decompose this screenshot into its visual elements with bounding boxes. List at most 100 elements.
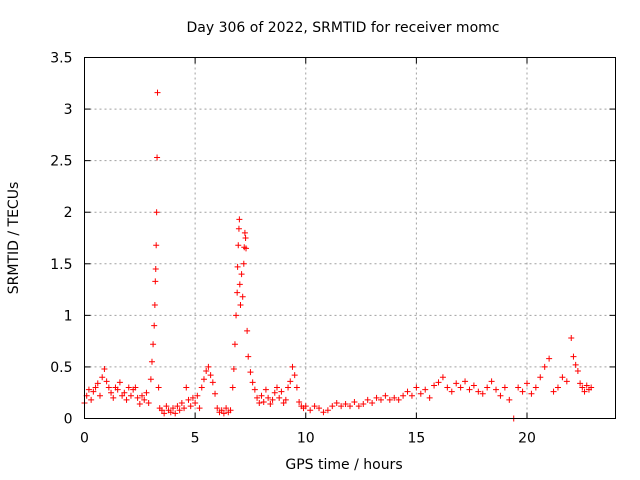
data-point (105, 384, 112, 391)
data-point (579, 384, 586, 391)
data-point (229, 384, 236, 391)
data-point (431, 382, 438, 389)
data-point (170, 405, 176, 412)
data-point (158, 407, 165, 414)
y-axis-label: SRMTID / TECUs (6, 182, 22, 295)
data-point (287, 378, 294, 385)
x-tick-label: 15 (407, 431, 425, 447)
data-point (223, 405, 230, 412)
data-point (152, 278, 159, 285)
data-point (148, 358, 155, 365)
data-point (151, 302, 158, 309)
data-point (236, 216, 243, 223)
data-point (506, 396, 513, 403)
data-point (364, 396, 371, 403)
data-point (154, 89, 161, 96)
data-point (577, 380, 584, 387)
data-point (119, 392, 126, 399)
data-point (588, 384, 595, 391)
data-point (242, 235, 249, 241)
data-point (267, 401, 274, 408)
data-point (205, 363, 212, 370)
data-point (155, 384, 162, 391)
data-point (147, 376, 154, 383)
data-point (167, 409, 174, 416)
data-point (311, 403, 318, 410)
data-point (183, 384, 190, 391)
data-point (408, 392, 415, 399)
data-point (293, 384, 300, 391)
data-point (386, 396, 393, 403)
data-point (532, 384, 539, 391)
data-point (519, 388, 526, 395)
data-point (570, 353, 577, 360)
data-point (258, 392, 265, 399)
data-point (453, 380, 460, 387)
x-tick-label: 0 (80, 431, 89, 447)
data-point (172, 410, 179, 417)
data-point (273, 384, 280, 391)
data-point (90, 388, 97, 395)
data-point (239, 293, 246, 300)
data-point (108, 389, 115, 396)
data-point (136, 401, 143, 408)
data-point (541, 363, 548, 370)
data-point (123, 396, 130, 403)
data-point (276, 394, 283, 401)
x-tick-label: 5 (191, 431, 200, 447)
data-point (249, 379, 256, 386)
data-point (196, 405, 203, 412)
data-point (214, 405, 221, 412)
data-point (470, 382, 477, 389)
data-point (85, 386, 92, 393)
data-point (260, 398, 267, 405)
data-point (245, 353, 252, 360)
data-point (462, 378, 469, 385)
data-point (233, 312, 240, 319)
y-tick-label: 2 (64, 205, 73, 221)
data-point (581, 388, 588, 395)
plot-frame (84, 57, 616, 419)
data-point (103, 378, 110, 385)
y-tick-label: 3.5 (50, 51, 72, 67)
data-point (554, 384, 561, 391)
data-point (439, 374, 446, 381)
data-point (114, 386, 121, 393)
data-point (271, 389, 278, 396)
data-point (289, 363, 296, 370)
data-point (243, 245, 250, 252)
data-point (583, 382, 590, 389)
data-point (207, 372, 214, 379)
data-point (377, 396, 384, 403)
data-point (347, 403, 353, 410)
x-tick-label: 10 (297, 431, 315, 447)
data-point (152, 265, 159, 272)
data-point (176, 407, 183, 414)
data-point (391, 394, 398, 401)
data-point (282, 396, 289, 403)
data-point (92, 384, 99, 391)
y-tick-label: 1 (64, 308, 73, 324)
data-point (101, 365, 108, 372)
y-tick-label: 0 (64, 412, 73, 428)
data-point (238, 271, 245, 278)
data-point (121, 389, 128, 396)
data-point (220, 410, 227, 417)
data-point (296, 398, 303, 405)
data-point (501, 384, 508, 391)
data-point (116, 379, 123, 386)
data-point (262, 386, 269, 393)
data-point (110, 394, 117, 401)
data-point (278, 388, 285, 395)
data-point (265, 394, 272, 401)
data-series-srmtid (81, 89, 595, 422)
data-point (153, 242, 160, 249)
data-point (559, 374, 566, 381)
data-point (488, 378, 495, 385)
data-point (234, 263, 241, 270)
y-axis-ticks: 0 0.5 1 1.5 2 2.5 3 3.5 (50, 51, 616, 428)
data-point (237, 302, 244, 309)
y-tick-label: 0.5 (50, 360, 72, 376)
data-point (139, 392, 146, 399)
data-point (417, 390, 424, 397)
